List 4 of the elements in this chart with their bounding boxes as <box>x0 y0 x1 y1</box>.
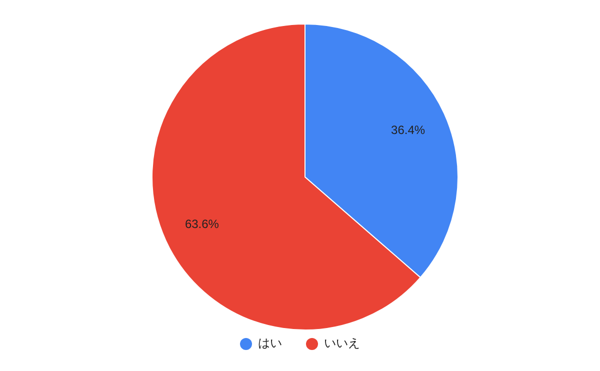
data-label: 36.4% <box>391 123 426 138</box>
data-label: 63.6% <box>184 216 220 231</box>
legend-label: いいえ <box>324 335 360 352</box>
legend-label: はい <box>258 335 282 352</box>
